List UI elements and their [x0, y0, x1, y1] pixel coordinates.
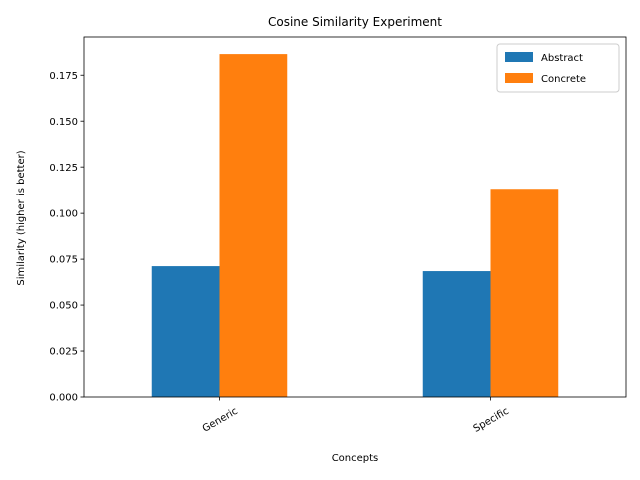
- x-axis-label: Concepts: [332, 453, 379, 464]
- legend-label-abstract: Abstract: [541, 53, 583, 64]
- legend-swatch-concrete: [505, 73, 533, 83]
- axes-frame: [83, 36, 627, 398]
- legend: Abstract Concrete: [496, 43, 620, 93]
- y-tick-label: 0.075: [49, 255, 78, 266]
- y-tick-label: 0.175: [49, 71, 78, 82]
- y-tick-label: 0.150: [49, 117, 78, 128]
- y-tick-label: 0.000: [49, 393, 78, 404]
- bar-concrete-specific: [490, 189, 559, 397]
- bar-abstract-generic: [151, 266, 220, 397]
- chart-title: Cosine Similarity Experiment: [268, 15, 442, 29]
- y-tick-label: 0.025: [49, 347, 78, 358]
- y-tick-label: 0.125: [49, 163, 78, 174]
- plot-area: 0.000 0.025 0.050 0.075 0.100 0.125 0.150 0.175…: [49, 36, 627, 435]
- legend-label-concrete: Concrete: [541, 74, 586, 85]
- y-tick-label: 0.100: [49, 209, 78, 220]
- bar-abstract-specific: [422, 271, 491, 397]
- y-axis-label: Similarity (higher is better): [16, 150, 27, 285]
- bar-concrete-generic: [219, 54, 288, 397]
- legend-swatch-abstract: [505, 52, 533, 62]
- y-tick-label: 0.050: [49, 301, 78, 312]
